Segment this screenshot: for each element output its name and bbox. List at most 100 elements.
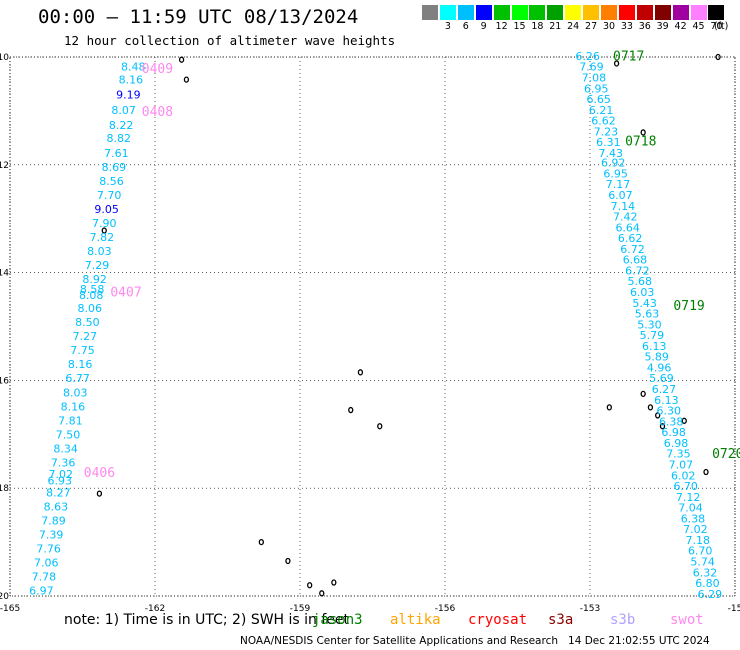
swh-value-label: 6.27: [652, 383, 677, 396]
pass-time-label: 0409: [142, 62, 173, 77]
swh-value-label: 5.74: [690, 556, 715, 569]
swh-value-label: 6.13: [642, 340, 667, 353]
island-outline: [348, 406, 354, 414]
color-scale-swatch: [422, 5, 438, 20]
swh-value-label: 8.58: [80, 283, 105, 296]
swh-value-label: 6.64: [615, 221, 640, 234]
swh-value-label: 8.16: [61, 400, 86, 413]
color-scale-swatch: [475, 5, 492, 20]
color-scale-swatch: [672, 5, 689, 20]
footnote: note: 1) Time is in UTC; 2) SWH is in fe…: [64, 612, 350, 628]
swh-value-label: 7.69: [579, 61, 604, 74]
satellite-label-s3a: s3a: [548, 612, 574, 628]
color-scale-label: 30: [602, 21, 616, 32]
island-outline: [703, 468, 709, 476]
color-scale-label: 18: [531, 21, 544, 32]
swh-value-label: 8.92: [82, 273, 107, 286]
color-scale-swatch: [654, 5, 671, 20]
swh-value-label: 7.12: [676, 491, 701, 504]
island-outline: [357, 369, 364, 376]
swh-value-label: 8.06: [78, 302, 103, 315]
swh-value-label: 7.61: [104, 147, 129, 160]
color-scale-label: 27: [585, 21, 598, 32]
x-tick-label: -162: [145, 604, 165, 614]
swh-value-label: 7.81: [58, 414, 83, 427]
swh-value-label: 7.17: [606, 178, 631, 191]
swh-value-label: 5.63: [635, 308, 660, 321]
swh-value-label: 6.30: [657, 405, 682, 418]
swh-value-label: 8.50: [75, 316, 100, 329]
swh-value-label: 6.62: [618, 232, 643, 245]
swh-value-label: 8.56: [99, 175, 124, 188]
swh-value-label: 7.89: [41, 515, 66, 528]
swh-value-label: 8.08: [79, 289, 104, 302]
island-outline: [331, 579, 337, 586]
color-scale-label: 6: [462, 21, 469, 32]
satellite-label-jason3: jason3: [312, 612, 363, 628]
swh-value-label: 7.90: [92, 217, 117, 230]
swh-value-label: 6.77: [65, 372, 90, 385]
satellite-label-s3b: s3b: [610, 612, 636, 628]
swh-value-label: 6.62: [591, 115, 616, 128]
swh-value-label: 8.07: [111, 104, 136, 117]
pass-time-label: 0719: [673, 299, 704, 314]
pass-time-label: 0720: [712, 447, 740, 462]
island-outline: [613, 60, 620, 67]
island-outline: [307, 582, 313, 589]
swh-value-label: 7.27: [73, 330, 98, 343]
y-tick-label: -16: [0, 376, 9, 386]
swh-value-label: 7.39: [39, 529, 64, 542]
pass-time-label: 0407: [110, 285, 141, 300]
swh-value-label: 5.30: [637, 318, 662, 331]
color-scale-swatch: [708, 5, 725, 20]
swh-value-label: 7.18: [686, 534, 711, 547]
chart-title: 00:00 – 11:59 UTC 08/13/2024: [38, 6, 359, 28]
swh-value-label: 7.23: [594, 125, 619, 138]
swh-value-label: 7.04: [678, 502, 703, 515]
island-outline: [606, 404, 612, 411]
pass-time-label: 0406: [84, 466, 115, 481]
swh-value-label: 7.36: [51, 456, 76, 469]
swh-value-label: 6.95: [584, 82, 609, 95]
swh-value-label: 6.26: [575, 50, 600, 63]
swh-value-label: 7.07: [669, 458, 694, 471]
swh-value-label: 6.38: [659, 415, 684, 428]
swh-value-label: 8.16: [119, 74, 144, 87]
color-scale-swatch: [493, 5, 510, 20]
pass-time-label: 0717: [613, 49, 644, 64]
x-tick-label: -165: [0, 604, 20, 614]
color-scale-label: 33: [620, 21, 633, 32]
island-outline: [101, 227, 107, 234]
color-scale-swatch: [636, 5, 653, 20]
plot-frame: [9, 56, 736, 597]
swh-value-label: 6.70: [688, 545, 713, 558]
swh-value-label: 8.27: [46, 487, 71, 500]
color-scale-swatch: [565, 5, 582, 20]
x-tick-label: -159: [290, 604, 311, 614]
swh-value-label: 6.13: [654, 394, 679, 407]
swh-value-label: 7.78: [32, 571, 57, 584]
y-tick-label: -20: [0, 592, 9, 602]
swh-value-label: 8.63: [44, 501, 69, 514]
color-scale-unit: (ft): [714, 21, 729, 32]
color-scale-label: 45: [692, 21, 705, 32]
chart-subtitle: 12 hour collection of altimeter wave hei…: [64, 33, 396, 48]
swh-value-label: 6.72: [620, 243, 645, 256]
swh-value-label: 7.02: [49, 468, 74, 481]
swh-value-label: 7.08: [582, 71, 607, 84]
color-scale-label: 9: [480, 21, 487, 32]
swh-value-label: 7.76: [36, 543, 61, 556]
island-outline: [640, 129, 646, 136]
swh-value-label: 6.32: [693, 566, 718, 579]
island-outline: [640, 390, 646, 398]
swh-value-label: 6.29: [698, 588, 723, 601]
swh-value-label: 6.03: [630, 286, 655, 299]
swh-value-label: 4.96: [647, 361, 672, 374]
swh-value-label: 6.21: [589, 104, 614, 117]
swh-value-label: 7.29: [85, 259, 110, 272]
color-scale-swatch: [547, 5, 564, 20]
y-tick-label: -18: [0, 484, 9, 494]
satellite-label-swot: swot: [670, 612, 704, 628]
swh-value-label: 7.42: [613, 211, 638, 224]
color-scale-swatch: [690, 5, 707, 20]
